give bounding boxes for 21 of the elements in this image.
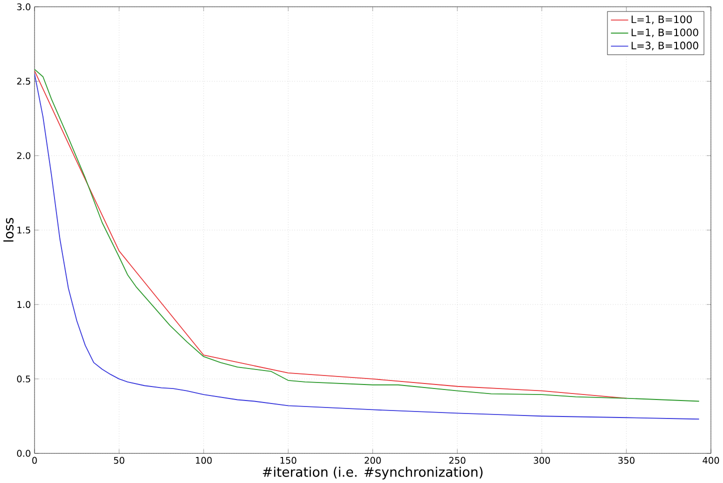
y-tick-label: 0.0 (17, 450, 30, 457)
y-axis-title: loss (3, 218, 14, 242)
y-tick-label: 2.5 (17, 78, 30, 85)
y-tick-label: 1.5 (17, 226, 30, 234)
x-tick-label: 100 (196, 457, 212, 464)
y-tick-label: 2.0 (17, 152, 30, 160)
x-tick-label: 350 (618, 457, 634, 464)
x-tick-label: 0 (32, 457, 37, 464)
x-axis-title: #iteration (i.e. #synchronization) (262, 466, 483, 480)
x-tick-label: 150 (280, 457, 296, 464)
legend-label: L=1, B=100 (632, 16, 692, 24)
y-tick-label: 0.5 (17, 376, 30, 382)
x-tick-label: 50 (114, 457, 124, 464)
x-tick-label: 250 (449, 457, 466, 464)
x-tick-label: 400 (702, 457, 720, 464)
x-tick-label: 300 (534, 457, 550, 464)
y-tick-label: 3.0 (17, 3, 30, 10)
legend-label: L=3, B=1000 (632, 42, 698, 50)
x-tick-label: 200 (364, 457, 381, 464)
y-tick-label: 1.0 (17, 301, 30, 308)
legend-label: L=1, B=1000 (632, 28, 698, 38)
